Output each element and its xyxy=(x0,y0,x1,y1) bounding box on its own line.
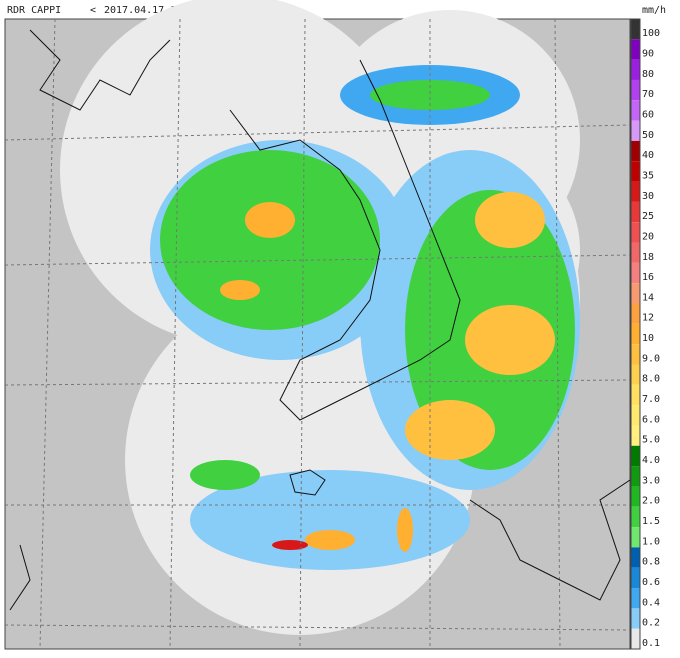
legend-swatch xyxy=(631,567,640,589)
legend-label: 7.0 xyxy=(642,394,660,405)
legend-swatch xyxy=(631,242,640,263)
legend-label: 0.2 xyxy=(642,618,660,629)
legend-label: 30 xyxy=(642,191,654,202)
island xyxy=(289,469,326,496)
grid-line xyxy=(4,379,631,386)
legend-swatch xyxy=(631,364,640,385)
legend-label: 16 xyxy=(642,272,654,283)
graticule xyxy=(4,18,631,650)
legend-swatch xyxy=(631,344,640,365)
legend-swatch xyxy=(631,628,640,649)
rain-echo xyxy=(305,530,355,550)
legend-label: 0.4 xyxy=(642,597,660,608)
rain-echoes xyxy=(150,65,580,570)
legend-swatch xyxy=(631,608,640,629)
coastline xyxy=(29,29,171,111)
legend-swatch xyxy=(631,384,640,406)
legend-label: 90 xyxy=(642,49,654,60)
rain-echo xyxy=(405,400,495,460)
grid-line xyxy=(4,624,631,631)
legend-label: 6.0 xyxy=(642,414,660,425)
legend-label: 70 xyxy=(642,89,654,100)
legend-label: 9.0 xyxy=(642,353,660,364)
legend-label: 5.0 xyxy=(642,435,660,446)
legend-swatch xyxy=(631,527,640,548)
legend-border xyxy=(630,18,641,650)
rain-echo xyxy=(475,192,545,248)
rain-echo xyxy=(160,150,380,330)
coastline xyxy=(229,59,461,421)
legend-label: 35 xyxy=(642,170,654,181)
rain-echo xyxy=(370,80,490,110)
legend-label: 40 xyxy=(642,150,654,161)
legend-label: 1.5 xyxy=(642,516,660,527)
timestamp: 2017.04.17.11:00 xyxy=(104,5,200,16)
legend-label: 60 xyxy=(642,110,654,121)
legend-label: 12 xyxy=(642,313,654,324)
legend-label: 0.6 xyxy=(642,577,660,588)
prev-button[interactable]: < xyxy=(90,5,96,16)
legend-label: 8.0 xyxy=(642,374,660,385)
legend-swatch xyxy=(631,120,640,141)
legend-swatch xyxy=(631,466,640,487)
grid-line xyxy=(4,254,631,266)
legend-label: 10 xyxy=(642,333,654,344)
legend-swatch xyxy=(631,588,640,609)
legend-swatch xyxy=(631,486,640,507)
legend-label: 80 xyxy=(642,69,654,80)
legend: 100 90 80 70 60 50 40 35 30 25 20 18 16 14 12 10 9.0 8.0 7… xyxy=(630,18,660,650)
legend-swatch xyxy=(631,140,640,162)
legend-swatch xyxy=(631,79,640,101)
legend-swatch xyxy=(631,506,640,528)
legend-label: 1.0 xyxy=(642,536,660,547)
map-area xyxy=(4,0,631,650)
legend-label: 20 xyxy=(642,231,654,242)
legend-label: 50 xyxy=(642,130,654,141)
coastline xyxy=(469,479,631,601)
legend-label: 18 xyxy=(642,252,654,263)
rain-echo xyxy=(190,460,260,490)
legend-swatch xyxy=(631,405,640,426)
legend-label: 25 xyxy=(642,211,654,222)
grid-line xyxy=(4,124,631,141)
legend-unit: mm/h xyxy=(642,5,666,16)
legend-swatch xyxy=(631,445,640,467)
legend-swatch xyxy=(631,547,640,568)
legend-swatch xyxy=(631,100,640,121)
legend-swatch xyxy=(631,201,640,223)
legend-label: 4.0 xyxy=(642,455,660,466)
legend-swatch xyxy=(631,323,640,345)
rain-echo xyxy=(397,508,413,552)
rain-echo xyxy=(272,540,308,550)
legend-swatch xyxy=(631,39,640,60)
rain-echo xyxy=(220,280,260,300)
legend-swatch xyxy=(631,59,640,80)
legend-swatch xyxy=(631,262,640,284)
coastlines xyxy=(9,29,631,611)
rain-echo xyxy=(245,202,295,238)
legend-swatch xyxy=(631,303,640,324)
legend-swatch xyxy=(631,19,640,40)
legend-swatch xyxy=(631,222,640,243)
legend-swatch xyxy=(631,161,640,182)
product-title: RDR CAPPI xyxy=(7,5,61,16)
legend-swatch xyxy=(631,425,640,446)
coastline xyxy=(9,544,31,611)
legend-label: 100 xyxy=(642,28,660,39)
rain-echo xyxy=(465,305,555,375)
legend-label: 0.1 xyxy=(642,638,660,649)
legend-label: 3.0 xyxy=(642,475,660,486)
legend-swatch xyxy=(631,181,640,202)
legend-label: 0.8 xyxy=(642,557,660,568)
legend-label: 2.0 xyxy=(642,496,660,507)
legend-swatch xyxy=(631,283,640,304)
legend-label: 14 xyxy=(642,292,654,303)
